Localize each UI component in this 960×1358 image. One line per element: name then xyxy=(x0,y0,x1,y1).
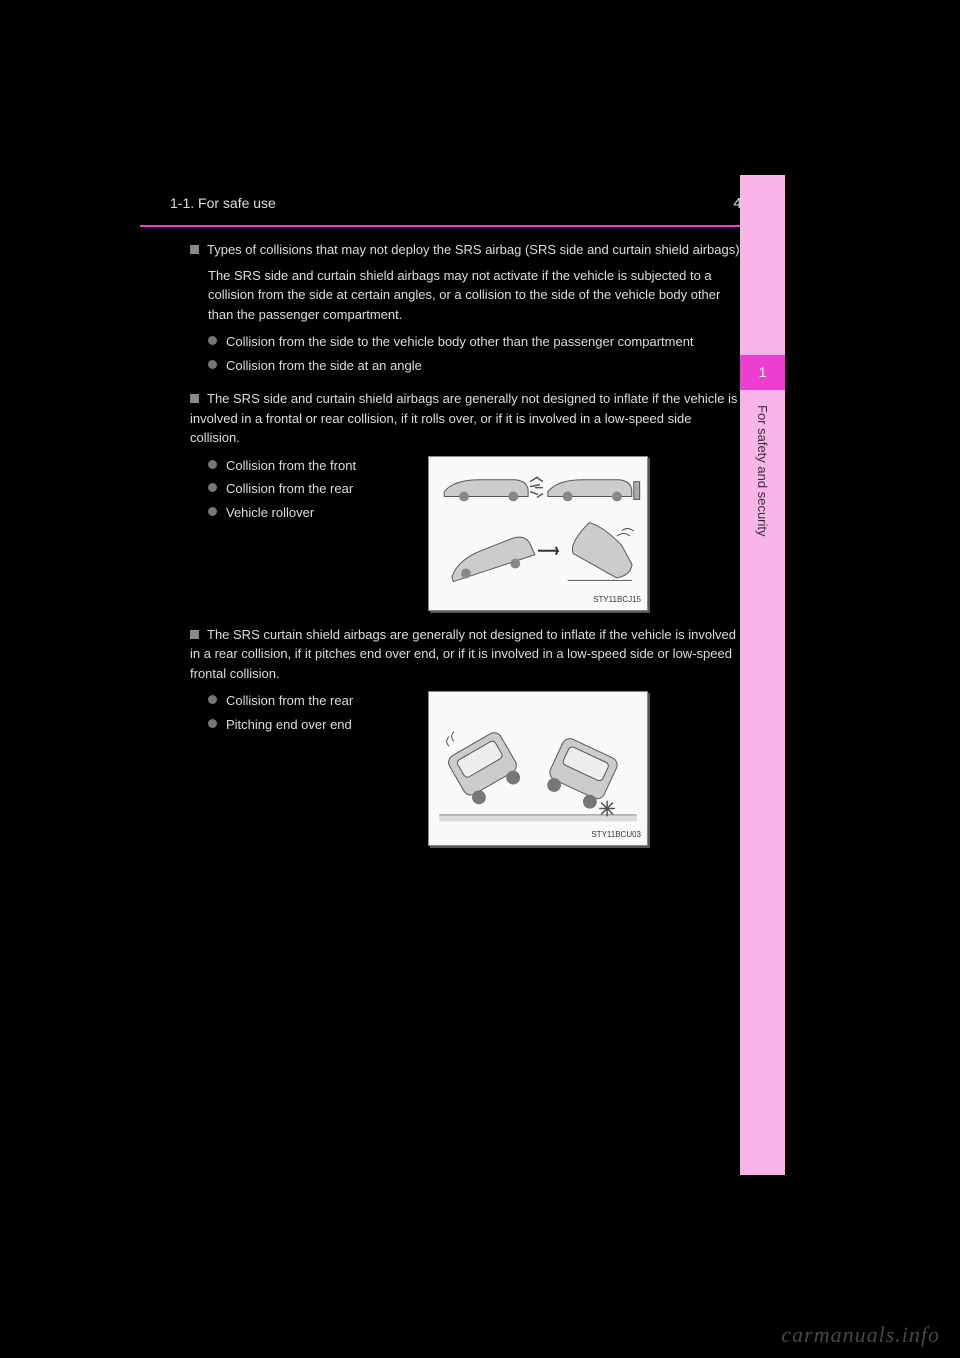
section-1-paragraph: The SRS side and curtain shield airbags … xyxy=(190,266,740,325)
round-bullet-icon xyxy=(208,719,217,728)
section-2: The SRS side and curtain shield airbags … xyxy=(190,389,740,611)
round-bullet-icon xyxy=(208,360,217,369)
section-2-bullet-2: Collision from the rear xyxy=(208,479,408,499)
section-heading: 1-1. For safe use xyxy=(170,195,276,211)
header-rule xyxy=(140,225,740,227)
bullet-text: Collision from the rear xyxy=(226,693,353,708)
figure-2-label: STY11BCU03 xyxy=(591,829,641,841)
section-1-bullet-2: Collision from the side at an angle xyxy=(208,356,740,376)
section-3-bullet-2: Pitching end over end xyxy=(208,715,408,735)
round-bullet-icon xyxy=(208,695,217,704)
bullet-text: Vehicle rollover xyxy=(226,505,314,520)
collision-diagram-icon xyxy=(429,457,647,610)
page: 43 1-1. For safe use Types of collisions… xyxy=(140,175,780,1175)
section-1-bullet-1: Collision from the side to the vehicle b… xyxy=(208,332,740,352)
section-1: Types of collisions that may not deploy … xyxy=(190,240,740,375)
round-bullet-icon xyxy=(208,336,217,345)
content-area: Types of collisions that may not deploy … xyxy=(190,240,740,860)
bullet-text: Pitching end over end xyxy=(226,717,352,732)
section-3-bullet-1: Collision from the rear xyxy=(208,691,408,711)
round-bullet-icon xyxy=(208,460,217,469)
section-1-heading: Types of collisions that may not deploy … xyxy=(207,242,740,257)
round-bullet-icon xyxy=(208,507,217,516)
section-2-heading: The SRS side and curtain shield airbags … xyxy=(190,391,737,445)
bullet-text: Collision from the side at an angle xyxy=(226,358,422,373)
figure-1-label: STY11BCJ15 xyxy=(593,594,641,606)
watermark: carmanuals.info xyxy=(781,1322,940,1348)
pitching-diagram-icon xyxy=(429,692,647,845)
bullet-text: Collision from the side to the vehicle b… xyxy=(226,334,694,349)
section-2-bullet-1: Collision from the front xyxy=(208,456,408,476)
bullet-text: Collision from the rear xyxy=(226,481,353,496)
figure-collisions: STY11BCJ15 xyxy=(428,456,648,611)
chapter-label: For safety and security xyxy=(755,405,770,537)
figure-pitching: STY11BCU03 xyxy=(428,691,648,846)
section-2-bullet-3: Vehicle rollover xyxy=(208,503,408,523)
section-3-heading: The SRS curtain shield airbags are gener… xyxy=(190,627,736,681)
round-bullet-icon xyxy=(208,483,217,492)
chapter-sidebar: 1 For safety and security xyxy=(740,175,785,1175)
square-bullet-icon xyxy=(190,245,199,254)
square-bullet-icon xyxy=(190,394,199,403)
chapter-tab: 1 xyxy=(740,355,785,390)
square-bullet-icon xyxy=(190,630,199,639)
section-3: The SRS curtain shield airbags are gener… xyxy=(190,625,740,847)
bullet-text: Collision from the front xyxy=(226,458,356,473)
